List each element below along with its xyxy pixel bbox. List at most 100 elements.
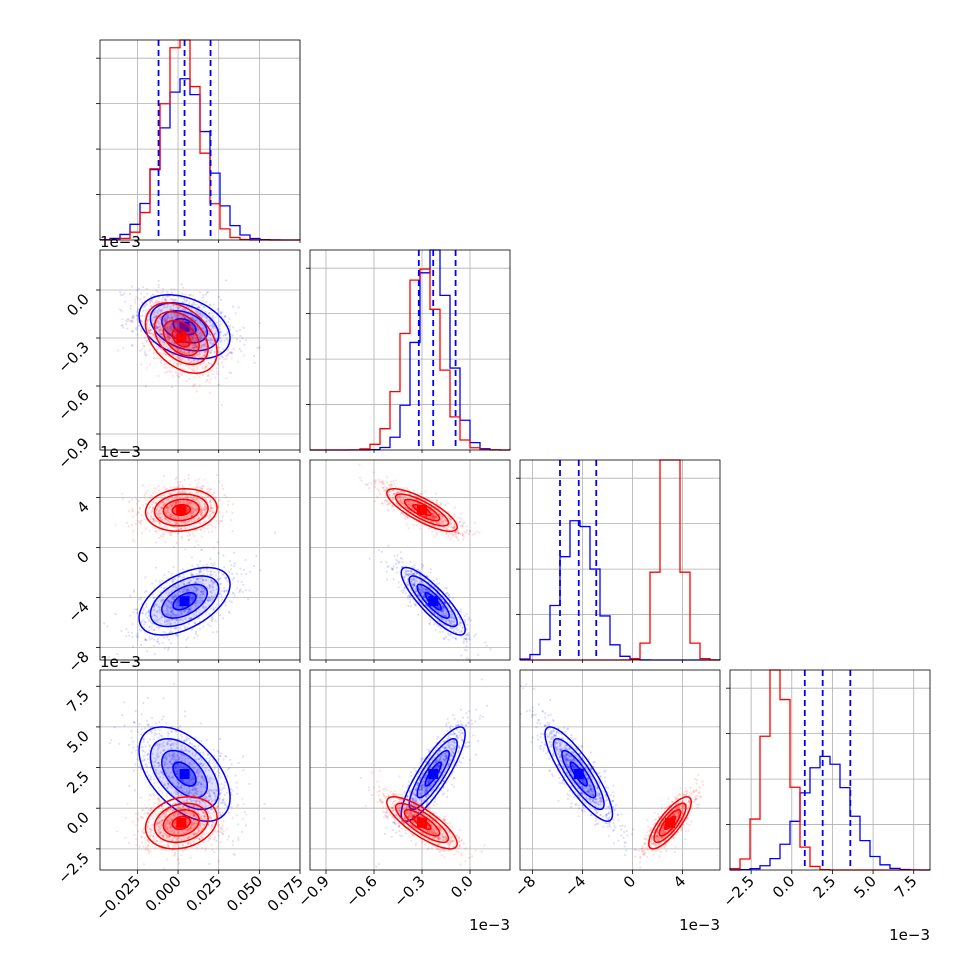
sample-point [175,626,178,629]
sample-point [465,657,468,660]
sample-point [166,506,169,509]
sample-point [195,632,198,636]
sample-point [152,517,155,521]
sample-point [373,500,376,503]
sample-point [156,348,159,351]
sample-point [193,342,196,345]
sample-point [224,600,227,604]
sample-point [460,654,463,657]
sample-point [210,339,213,342]
sample-point [186,346,189,350]
sample-point [166,498,169,501]
sample-point [161,287,165,290]
sample-point [431,515,434,518]
sample-point [187,357,190,360]
sample-point [193,636,196,639]
sample-point [150,332,153,335]
sample-point [190,502,193,505]
sample-point [191,326,194,329]
sample-point [216,541,219,544]
histogram-series-1 [99,39,300,241]
sample-point [203,367,206,370]
sample-point [220,520,223,523]
sample-point [160,512,163,516]
sample-point [206,599,209,602]
sample-point [210,512,213,516]
sample-point [200,506,203,509]
sample-point [146,616,149,619]
sample-point [223,494,226,497]
sample-point [231,578,234,581]
sample-point [408,501,411,505]
sample-point [151,507,154,510]
sample-point [173,342,176,345]
sample-point [156,312,159,315]
sample-point [171,496,174,499]
sample-point [190,352,193,355]
sample-point [169,341,172,344]
sample-point [158,522,161,526]
sample-point [186,593,189,596]
sample-point [180,283,183,286]
sample-point [187,532,190,535]
sample-point [125,521,128,524]
sample-point [221,311,224,314]
sample-point [186,589,189,593]
sample-point [192,299,195,302]
sample-point [248,589,251,592]
sample-point [155,508,158,511]
sample-point [442,607,445,610]
sample-point [184,316,187,319]
sample-point [155,510,158,513]
sample-point [195,614,198,617]
sample-point [198,571,201,574]
sample-point [136,333,139,336]
sample-point [206,597,209,600]
sample-point [409,572,412,575]
sample-point [158,316,161,320]
sample-point [158,326,161,329]
sample-point [160,309,163,312]
sample-point [209,523,213,526]
sample-point [211,585,214,589]
sample-point [177,516,180,519]
sample-point [200,591,203,594]
sample-point [388,493,391,497]
sample-point [177,501,180,504]
sample-point [447,596,451,599]
sample-point [474,633,477,636]
sample-point [158,330,161,333]
sample-point [132,314,135,317]
sample-point [175,313,178,316]
sample-point [135,497,138,501]
sample-point [195,310,198,313]
sample-point [396,554,399,557]
sample-point [173,313,176,316]
sample-point [190,617,193,620]
sample-point [177,346,180,350]
sample-point [445,532,449,535]
sample-point [197,599,200,602]
sample-point [169,486,172,489]
sample-point [169,493,172,496]
sample-point [467,633,470,636]
sample-point [222,572,225,575]
sample-point [174,618,177,621]
sample-point [152,605,156,608]
sample-point [178,517,181,520]
sample-point [145,353,148,356]
sample-point [202,592,205,595]
sample-point [186,305,189,308]
sample-point [387,565,390,568]
sample-point [195,572,198,576]
sample-point [143,306,146,309]
sample-point [161,333,164,336]
sample-point [183,351,186,354]
sample-point [459,524,462,527]
sample-point [469,619,473,622]
sample-point [196,563,199,566]
sample-point [181,308,184,311]
sample-point [158,325,161,328]
sample-point [449,621,452,624]
